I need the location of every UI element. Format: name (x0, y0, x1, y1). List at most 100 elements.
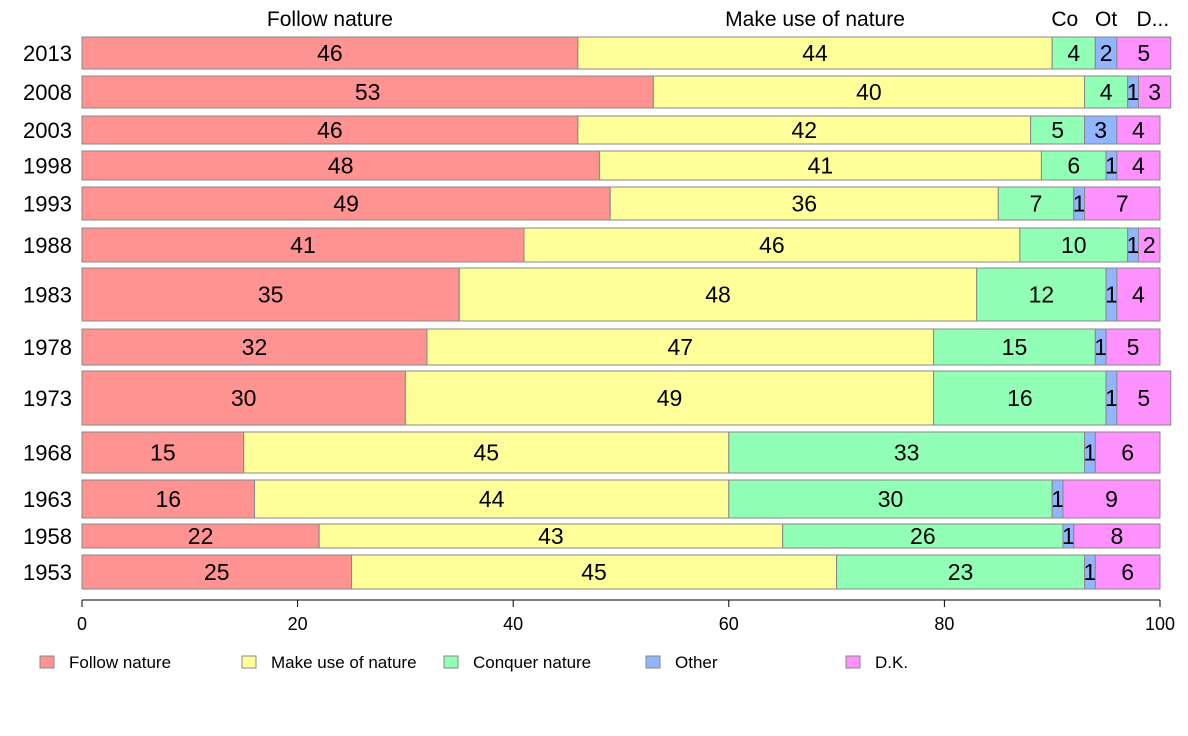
bar-segment (1051, 36, 1096, 70)
x-tick-label: 20 (288, 614, 308, 634)
bar-value-label: 3 (1148, 79, 1161, 105)
bar-value-label: 4 (1132, 282, 1145, 308)
bar-segment (1062, 479, 1161, 519)
bar-segment (81, 36, 579, 70)
bar-segment (1116, 267, 1161, 322)
bar-segment (81, 115, 579, 145)
bar-value-label: 49 (333, 191, 359, 217)
bar-value-label: 10 (1061, 232, 1087, 258)
bar-value-label: 49 (657, 385, 683, 411)
bar-value-label: 48 (705, 282, 731, 308)
bar-value-label: 6 (1121, 440, 1134, 466)
bar-value-label: 4 (1132, 117, 1145, 143)
bar-segment (523, 227, 1021, 263)
column-header: Ot (1095, 8, 1117, 31)
bar-value-label: 15 (150, 440, 176, 466)
bar-value-label: 35 (258, 282, 284, 308)
bar-value-label: 23 (948, 559, 974, 585)
bar-value-label: 26 (910, 523, 936, 549)
bar-value-label: 1 (1127, 79, 1140, 105)
bar-segment (1116, 150, 1161, 181)
bar-value-label: 9 (1105, 486, 1118, 512)
bar-value-label: 25 (204, 559, 230, 585)
legend-swatch (241, 655, 257, 669)
bar-value-label: 3 (1094, 117, 1107, 143)
bar-value-label: 5 (1051, 117, 1064, 143)
bar-value-label: 5 (1127, 334, 1140, 360)
bar-value-label: 33 (894, 440, 920, 466)
bar-segment (404, 370, 935, 426)
bar-segment (81, 328, 428, 366)
bar-value-label: 1 (1073, 191, 1086, 217)
bar-value-label: 15 (1002, 334, 1028, 360)
bar-segment (81, 479, 255, 519)
row-label: 1993 (23, 192, 72, 217)
bar-segment (577, 36, 1053, 70)
bar-value-label: 46 (317, 117, 343, 143)
row-label: 1958 (23, 524, 72, 549)
bar-segment (81, 370, 406, 426)
bar-segment (609, 186, 999, 221)
bar-segment (1105, 328, 1161, 366)
bar-value-label: 30 (231, 385, 257, 411)
row-label: 1998 (23, 154, 72, 179)
legend-entry: Other (675, 653, 718, 672)
bar-value-label: 4 (1067, 40, 1080, 66)
bar-segment (997, 186, 1075, 221)
bar-value-label: 8 (1110, 523, 1123, 549)
bar-value-label: 44 (479, 486, 505, 512)
bar-segment (652, 75, 1086, 109)
x-tick-label: 100 (1145, 614, 1175, 634)
row-label: 1973 (23, 386, 72, 411)
bar-value-label: 6 (1121, 559, 1134, 585)
bar-value-label: 47 (667, 334, 693, 360)
column-header: Make use of nature (725, 8, 905, 31)
legend-entry: D.K. (875, 653, 908, 672)
bar-value-label: 2 (1143, 232, 1156, 258)
column-header: D... (1136, 8, 1169, 31)
legend-entry: Conquer nature (473, 653, 591, 672)
bar-segment (1116, 370, 1172, 426)
bar-segment (577, 115, 1032, 145)
bar-segment (933, 370, 1107, 426)
bar-value-label: 42 (791, 117, 817, 143)
bar-value-label: 41 (290, 232, 316, 258)
bar-segment (1084, 115, 1118, 145)
bar-segment (351, 554, 838, 590)
bar-segment (458, 267, 978, 322)
bar-segment (81, 431, 245, 474)
bar-value-label: 1 (1051, 486, 1064, 512)
bar-segment (1094, 554, 1161, 590)
bar-segment (318, 523, 784, 549)
legend-swatch (845, 655, 861, 669)
bar-value-label: 16 (155, 486, 181, 512)
bar-value-label: 44 (802, 40, 828, 66)
bar-value-label: 48 (328, 153, 354, 179)
bar-value-label: 43 (538, 523, 564, 549)
bar-value-label: 53 (355, 79, 381, 105)
bar-segment (81, 523, 320, 549)
bar-value-label: 7 (1030, 191, 1043, 217)
bar-segment (1030, 115, 1086, 145)
x-tick-label: 40 (503, 614, 523, 634)
bar-value-label: 1 (1084, 559, 1097, 585)
bar-value-label: 41 (808, 153, 834, 179)
column-header: Follow nature (267, 8, 393, 31)
bar-value-label: 2 (1100, 40, 1113, 66)
bar-value-label: 1 (1094, 334, 1107, 360)
bar-value-label: 22 (188, 523, 214, 549)
row-label: 2003 (23, 118, 72, 143)
bar-value-label: 46 (317, 40, 343, 66)
bar-segment (81, 267, 460, 322)
row-label: 1983 (23, 283, 72, 308)
bar-value-label: 12 (1029, 282, 1055, 308)
row-label: 1978 (23, 335, 72, 360)
bar-value-label: 45 (473, 440, 499, 466)
bar-segment (1116, 36, 1172, 70)
legend-entry: Follow nature (69, 653, 171, 672)
bar-value-label: 32 (242, 334, 268, 360)
row-label: 2013 (23, 41, 72, 66)
bar-value-label: 45 (581, 559, 607, 585)
bar-value-label: 4 (1100, 79, 1113, 105)
